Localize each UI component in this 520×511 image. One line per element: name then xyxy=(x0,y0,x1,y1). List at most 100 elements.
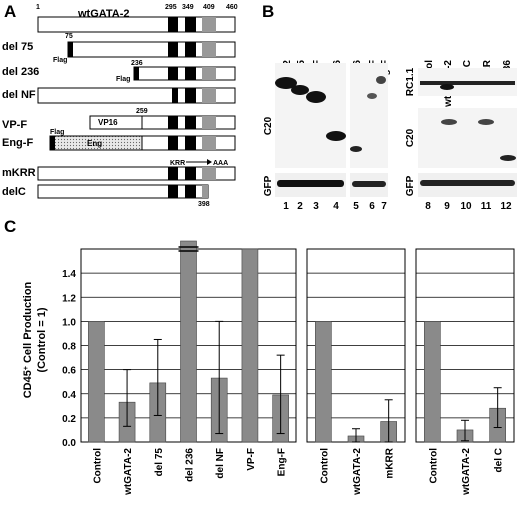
ylabel-rest: Cell Production xyxy=(22,281,34,366)
panel-a-letter: A xyxy=(4,2,16,21)
rc-band xyxy=(420,81,515,85)
band-lane2 xyxy=(291,85,309,95)
krr-label: KRR xyxy=(170,160,185,167)
tick-295: 295 xyxy=(165,4,177,11)
construct-del236 xyxy=(133,66,236,81)
tick-349: 349 xyxy=(182,4,194,11)
construct-mkrr xyxy=(37,166,236,181)
lane-number-7: 7 xyxy=(381,201,387,212)
lane-number-5: 5 xyxy=(353,201,359,212)
vp16-label: VP16 xyxy=(98,118,118,127)
lane-number-6: 6 xyxy=(369,201,375,212)
y-axis-label-line1: CD45+ Cell Production xyxy=(22,281,34,398)
gfp-band-left-a xyxy=(277,180,344,187)
y-axis-label-line2: (Control = 1) xyxy=(36,307,48,372)
x-tick-del-c: del C xyxy=(494,448,505,472)
band-lane6 xyxy=(367,93,377,99)
construct-vpf: VP16 xyxy=(89,115,236,130)
x-tick-eng-f: Eng-F xyxy=(277,448,288,476)
band-lane4 xyxy=(326,131,346,141)
x-tick-wtgata-2: wtGATA-2 xyxy=(123,448,134,496)
bar-vp-f xyxy=(241,248,259,443)
band-lane7 xyxy=(376,76,386,84)
lane-number-2: 2 xyxy=(297,201,303,212)
panel-a: 1 wtGATA-2 295 349 409 460 del 75 75 Fla… xyxy=(2,4,238,208)
construct-label-delc: delC xyxy=(2,186,26,198)
lane-number-4: 4 xyxy=(333,201,339,212)
eng-label: Eng xyxy=(87,139,102,148)
y-tick-0.0: 0.0 xyxy=(62,438,76,449)
y-tick-0.4: 0.4 xyxy=(62,390,76,401)
panel-b-letter: B xyxy=(262,2,274,21)
x-tick-control: Control xyxy=(428,448,439,484)
lane-number-9: 9 xyxy=(444,201,450,212)
lane-number-10: 10 xyxy=(460,201,472,212)
lane-number-1: 1 xyxy=(283,201,289,212)
y-tick-0.8: 0.8 xyxy=(62,342,76,353)
engf-flag: Flag xyxy=(50,129,64,136)
row-label-gfp-left: GFP xyxy=(263,175,274,196)
tick-460: 460 xyxy=(226,4,238,11)
del75-flag: Flag xyxy=(53,57,67,64)
bar-del-236 xyxy=(180,240,197,443)
x-tick-del-nf: del NF xyxy=(215,448,226,479)
x-tick-control: Control xyxy=(319,448,330,484)
tick-409: 409 xyxy=(203,4,215,11)
construct-label-mkrr: mKRR xyxy=(2,167,36,179)
lane-number-8: 8 xyxy=(425,201,431,212)
band-lane12 xyxy=(500,155,516,161)
row-label-gfp-right: GFP xyxy=(405,175,416,196)
ylabel-main: CD45 xyxy=(22,370,34,398)
construct-label-delnf: del NF xyxy=(2,89,36,101)
bar-control xyxy=(88,321,105,443)
delc-tick: 398 xyxy=(198,201,210,208)
row-label-c20-left: C20 xyxy=(263,116,274,135)
y-tick-0.2: 0.2 xyxy=(62,414,76,425)
construct-label-engf: Eng-F xyxy=(2,137,33,149)
lane-number-3: 3 xyxy=(313,201,319,212)
gfp-band-right xyxy=(420,180,515,186)
lane-number-11: 11 xyxy=(481,201,492,212)
krr-arrowhead xyxy=(207,159,212,165)
gfp-band-left-b xyxy=(352,181,386,187)
bar-control xyxy=(424,321,441,443)
ylabel-sup: + xyxy=(23,366,30,370)
construct-label-del236: del 236 xyxy=(2,66,39,78)
aaa-label: AAA xyxy=(213,160,228,167)
band-lane1 xyxy=(275,77,297,89)
x-tick-control: Control xyxy=(92,448,103,484)
x-tick-wtgata-2: wtGATA-2 xyxy=(352,448,363,496)
x-tick-wtgata-2: wtGATA-2 xyxy=(461,448,472,496)
construct-engf: Eng xyxy=(49,135,236,151)
y-tick-1.0: 1.0 xyxy=(62,317,76,328)
construct-delnf xyxy=(37,87,236,104)
x-tick-mkrr: mKRR xyxy=(385,447,396,478)
construct-delc xyxy=(37,184,209,199)
rc-band-extra xyxy=(440,84,454,90)
construct-wt xyxy=(37,16,236,33)
panel-c: 0.0 0.2 0.4 0.6 0.8 1.0 1.2 1.4 Control wtGATA-2 d… xyxy=(22,240,515,496)
del236-flag: Flag xyxy=(116,76,130,83)
row-label-rc11: RC1.1 xyxy=(405,67,416,96)
vpf-tick: 259 xyxy=(136,108,148,115)
construct-del75 xyxy=(67,41,236,58)
del75-tick: 75 xyxy=(65,33,73,40)
y-tick-1.4: 1.4 xyxy=(62,269,76,280)
bar-control xyxy=(315,321,332,443)
construct-label-vpf: VP-F xyxy=(2,119,27,131)
band-lane5 xyxy=(350,146,362,152)
y-tick-1.2: 1.2 xyxy=(62,293,76,304)
band-lane11 xyxy=(478,119,494,125)
x-tick-del-236: del 236 xyxy=(185,448,196,482)
x-tick-vp-f: VP-F xyxy=(246,448,257,471)
y-tick-0.6: 0.6 xyxy=(62,366,76,377)
x-tick-del-75: del 75 xyxy=(154,448,165,477)
tick-1: 1 xyxy=(36,4,40,11)
band-lane9 xyxy=(441,119,457,125)
row-label-c20-right: C20 xyxy=(405,128,416,147)
construct-label-del75: del 75 xyxy=(2,41,33,53)
del236-tick: 236 xyxy=(131,60,143,67)
lane-number-12: 12 xyxy=(500,201,512,212)
